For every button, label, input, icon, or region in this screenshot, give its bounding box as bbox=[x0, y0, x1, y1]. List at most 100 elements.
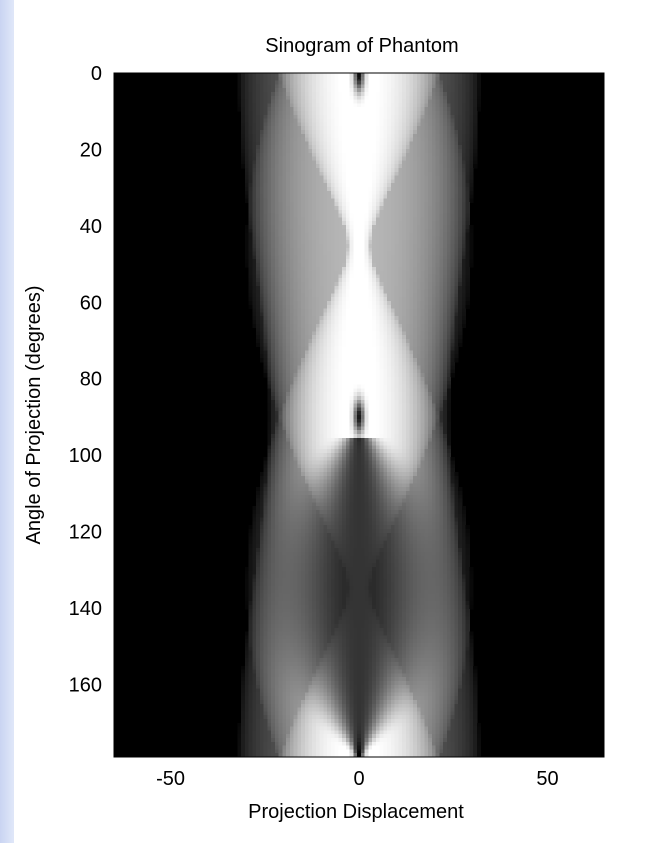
heatmap-cell bbox=[439, 308, 444, 313]
heatmap-cell bbox=[312, 308, 317, 313]
heatmap-cell bbox=[368, 133, 373, 139]
heatmap-cell bbox=[394, 149, 399, 154]
heatmap-cell bbox=[338, 141, 343, 146]
heatmap-cell bbox=[383, 327, 388, 332]
heatmap-cell bbox=[416, 361, 422, 367]
heatmap-cell bbox=[364, 361, 369, 367]
heatmap-cell bbox=[267, 217, 272, 222]
heatmap-cell bbox=[271, 114, 276, 120]
heatmap-cell bbox=[345, 156, 351, 161]
heatmap-cell bbox=[304, 274, 310, 279]
heatmap-cell bbox=[413, 342, 418, 348]
heatmap-cell bbox=[416, 365, 422, 370]
heatmap-cell bbox=[274, 73, 280, 78]
heatmap-cell bbox=[387, 247, 392, 253]
heatmap-cell bbox=[402, 346, 407, 351]
chart-title: Sinogram of Phantom bbox=[265, 35, 458, 57]
heatmap-cell bbox=[353, 274, 358, 279]
heatmap-cell bbox=[274, 270, 280, 275]
heatmap-cell bbox=[286, 164, 291, 169]
heatmap-cell bbox=[420, 293, 426, 298]
heatmap-cell bbox=[368, 88, 373, 93]
heatmap-cell bbox=[439, 76, 444, 82]
heatmap-cell bbox=[398, 263, 403, 268]
heatmap-cell bbox=[416, 141, 422, 146]
heatmap-cell bbox=[312, 270, 317, 275]
heatmap-cell bbox=[357, 84, 362, 89]
heatmap-cell bbox=[431, 323, 437, 329]
heatmap-cell bbox=[259, 274, 265, 279]
heatmap-cell bbox=[372, 122, 377, 127]
heatmap-cell bbox=[345, 164, 351, 169]
heatmap-cell bbox=[409, 316, 414, 321]
heatmap-cell bbox=[383, 388, 388, 393]
heatmap-cell bbox=[435, 270, 441, 275]
heatmap-cell bbox=[357, 145, 362, 150]
heatmap-cell bbox=[259, 209, 265, 215]
heatmap-cell bbox=[372, 92, 377, 97]
heatmap-cell bbox=[431, 95, 437, 101]
heatmap-cell bbox=[271, 247, 276, 253]
heatmap-cell bbox=[349, 206, 354, 211]
heatmap-cell bbox=[383, 274, 388, 279]
heatmap-cell bbox=[271, 198, 276, 203]
heatmap-cell bbox=[476, 92, 482, 97]
heatmap-cell bbox=[271, 213, 276, 218]
heatmap-cell bbox=[293, 171, 298, 177]
heatmap-cell bbox=[282, 202, 287, 207]
heatmap-cell bbox=[461, 76, 467, 82]
heatmap-cell bbox=[383, 316, 388, 321]
heatmap-cell bbox=[405, 384, 411, 389]
heatmap-cell bbox=[319, 285, 325, 291]
heatmap-cell bbox=[282, 145, 287, 150]
heatmap-cell bbox=[286, 137, 291, 142]
heatmap-cell bbox=[360, 301, 366, 306]
heatmap-cell bbox=[327, 361, 332, 367]
heatmap-cell bbox=[263, 339, 268, 344]
heatmap-cell bbox=[338, 80, 343, 85]
heatmap-cell bbox=[252, 175, 257, 180]
heatmap-cell bbox=[304, 327, 310, 332]
heatmap-cell bbox=[267, 392, 272, 397]
heatmap-cell bbox=[416, 388, 422, 393]
heatmap-cell bbox=[458, 282, 463, 287]
heatmap-cell bbox=[301, 149, 306, 154]
heatmap-cell bbox=[405, 88, 411, 93]
heatmap-cell bbox=[424, 240, 429, 245]
heatmap-cell bbox=[420, 183, 426, 188]
heatmap-cell bbox=[439, 244, 444, 249]
heatmap-cell bbox=[420, 285, 426, 291]
heatmap-cell bbox=[443, 289, 448, 294]
heatmap-cell bbox=[252, 304, 257, 310]
heatmap-cell bbox=[267, 73, 272, 78]
heatmap-cell bbox=[353, 221, 358, 226]
heatmap-cell bbox=[271, 171, 276, 177]
heatmap-cell bbox=[293, 190, 298, 196]
heatmap-cell bbox=[435, 145, 441, 150]
heatmap-cell bbox=[428, 73, 433, 78]
heatmap-cell bbox=[375, 320, 381, 325]
heatmap-cell bbox=[368, 247, 373, 253]
heatmap-cell bbox=[431, 152, 437, 158]
heatmap-cell bbox=[241, 111, 246, 116]
heatmap-cell bbox=[338, 388, 343, 393]
heatmap-cell bbox=[383, 263, 388, 268]
heatmap-cell bbox=[431, 274, 437, 279]
heatmap-cell bbox=[248, 76, 253, 82]
heatmap-cell bbox=[379, 297, 384, 302]
heatmap-cell bbox=[349, 183, 354, 188]
heatmap-cell bbox=[435, 92, 441, 97]
heatmap-cell bbox=[327, 141, 332, 146]
heatmap-cell bbox=[364, 308, 369, 313]
heatmap-cell bbox=[338, 76, 343, 82]
heatmap-cell bbox=[398, 137, 403, 142]
heatmap-cell bbox=[446, 270, 452, 275]
heatmap-cell bbox=[443, 331, 448, 336]
heatmap-cell bbox=[390, 194, 396, 199]
heatmap-cell bbox=[379, 266, 384, 272]
heatmap-cell bbox=[338, 149, 343, 154]
heatmap-cell bbox=[308, 137, 313, 142]
heatmap-cell bbox=[286, 259, 291, 264]
heatmap-cell bbox=[252, 323, 257, 329]
heatmap-cell bbox=[274, 282, 280, 287]
